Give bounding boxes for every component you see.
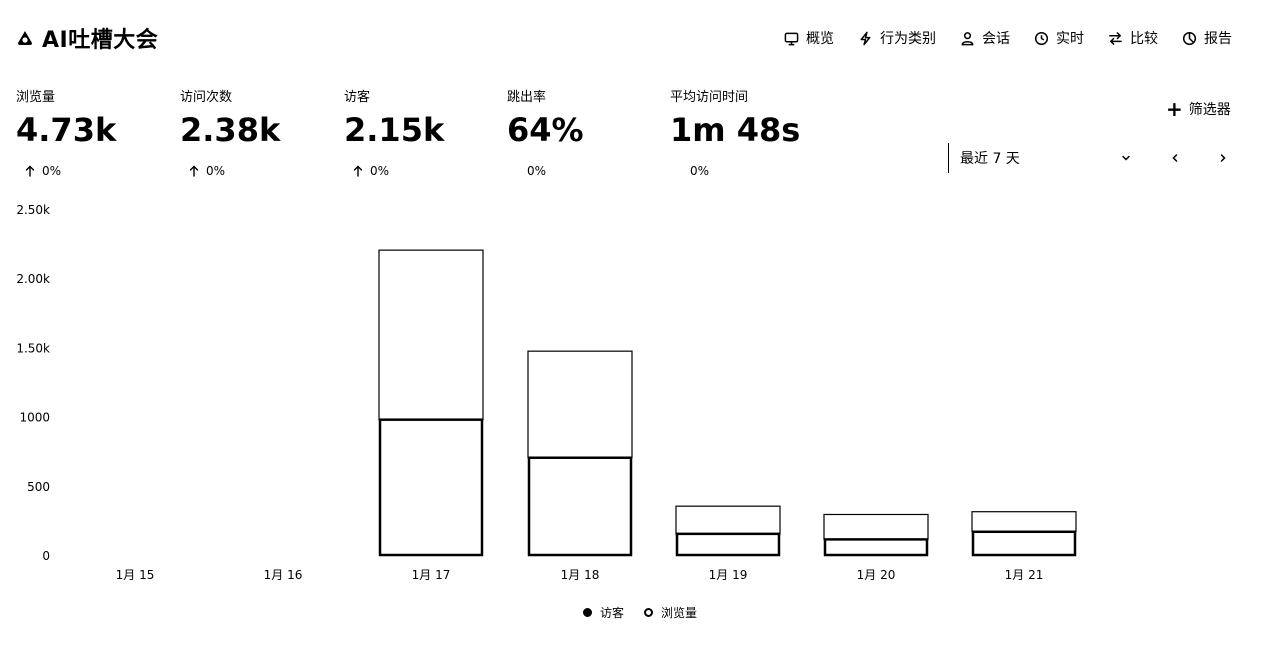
nav-label: 报告 — [1204, 31, 1232, 47]
add-filter-button[interactable]: + 筛选器 — [1166, 99, 1231, 119]
stat-visitors[interactable]: 访客 2.15k 0% — [344, 86, 494, 178]
stat-change: 0% — [507, 164, 657, 178]
nav-item-realtime[interactable]: 实时 — [1034, 28, 1084, 48]
stat-label: 访客 — [344, 90, 371, 105]
bar-pageviews — [527, 350, 633, 459]
arrow-up-icon — [25, 165, 35, 177]
app-title: AI吐槽大会 — [42, 28, 159, 53]
stat-change: 0% — [16, 164, 166, 178]
nav-item-overview[interactable]: 概览 — [784, 28, 834, 48]
stat-pageviews[interactable]: 浏览量 4.73k 0% — [16, 86, 166, 178]
bar-pageviews — [971, 511, 1077, 533]
stat-label: 访问次数 — [180, 90, 233, 105]
legend-label: 访客 — [599, 606, 624, 620]
y-tick-label: 500 — [27, 480, 50, 494]
x-tick-label: 1月 19 — [709, 568, 748, 582]
stat-label: 跳出率 — [507, 90, 547, 105]
arrow-up-icon — [189, 165, 199, 177]
bar-pageviews — [378, 249, 484, 421]
bar-pageviews — [823, 513, 929, 540]
nav-label: 比较 — [1130, 31, 1158, 47]
bar-visitors — [378, 418, 484, 557]
stat-label: 浏览量 — [16, 90, 56, 105]
y-tick-label: 1000 — [19, 411, 50, 425]
brand-logo-icon — [16, 29, 34, 47]
stat-value: 64% — [507, 111, 584, 149]
pie-icon — [1182, 31, 1197, 45]
plus-icon: + — [1166, 97, 1183, 121]
pageviews-visitors-chart: 0 500 1000 1.50k 2.00k 2.50k 1月 15 1月 16 1月 17 1月… — [16, 203, 1077, 582]
swap-icon — [1109, 31, 1122, 45]
x-tick-label: 1月 16 — [264, 568, 303, 582]
stat-change: 0% — [180, 164, 330, 178]
x-tick-label: 1月 18 — [561, 568, 600, 582]
legend-item-visitors[interactable]: 访客 — [582, 604, 624, 621]
stat-change-value: 0% — [206, 164, 226, 178]
stat-bounce-rate[interactable]: 跳出率 64% 0% — [507, 86, 657, 178]
filter-label: 筛选器 — [1188, 102, 1231, 118]
stat-value: 1m 48s — [670, 111, 801, 149]
chevron-left-icon — [1172, 154, 1178, 162]
arrow-up-icon — [353, 165, 363, 177]
brand[interactable]: AI吐槽大会 — [16, 22, 158, 54]
legend-swatch — [582, 608, 592, 617]
nav-label: 概览 — [806, 31, 834, 47]
chart-legend: 访客 浏览量 — [0, 604, 1280, 621]
top-nav: 概览 行为类别 会话 实时 比较 — [760, 28, 1232, 48]
nav-label: 会话 — [982, 31, 1010, 47]
legend-label: 浏览量 — [661, 606, 698, 620]
stat-change-value: 0% — [42, 164, 62, 178]
y-tick-label: 1.50k — [16, 341, 50, 355]
bar-visitors — [823, 538, 929, 557]
prev-range-button[interactable] — [1160, 143, 1190, 173]
bar-pageviews — [675, 505, 781, 535]
stat-change-value: 0% — [527, 164, 547, 178]
nav-label: 行为类别 — [880, 31, 936, 47]
stat-avg-visit-time[interactable]: 平均访问时间 1m 48s 0% — [670, 86, 870, 178]
stat-value: 2.38k — [180, 111, 281, 149]
date-range-select[interactable]: 最近 7 天 — [960, 143, 1132, 173]
lightning-icon — [860, 31, 871, 45]
date-range-bar: 最近 7 天 — [948, 143, 1238, 173]
chevron-right-icon — [1220, 154, 1226, 162]
nav-item-reports[interactable]: 报告 — [1182, 28, 1232, 48]
divider — [948, 143, 949, 173]
stat-value: 2.15k — [344, 111, 445, 149]
x-tick-label: 1月 15 — [116, 568, 155, 582]
next-range-button[interactable] — [1208, 143, 1238, 173]
stat-visits[interactable]: 访问次数 2.38k 0% — [180, 86, 330, 178]
legend-swatch — [644, 608, 653, 617]
clock-icon — [1034, 31, 1049, 45]
y-tick-label: 0 — [42, 549, 50, 563]
bar-visitors — [675, 532, 781, 557]
y-tick-label: 2.00k — [16, 272, 50, 286]
stat-change: 0% — [344, 164, 494, 178]
user-icon — [961, 31, 974, 45]
monitor-icon — [784, 32, 799, 45]
nav-item-sessions[interactable]: 会话 — [960, 28, 1010, 48]
stat-change-value: 0% — [370, 164, 390, 178]
x-tick-label: 1月 20 — [857, 568, 896, 582]
header: AI吐槽大会 概览 行为类别 会话 — [0, 0, 1280, 72]
bar-visitors — [971, 530, 1077, 557]
bar-visitors — [527, 456, 633, 557]
nav-item-compare[interactable]: 比较 — [1108, 28, 1158, 48]
stat-value: 4.73k — [16, 111, 117, 149]
date-range-label: 最近 7 天 — [960, 151, 1020, 167]
x-tick-label: 1月 21 — [1005, 568, 1044, 582]
stat-label: 平均访问时间 — [670, 90, 749, 105]
y-tick-label: 2.50k — [16, 203, 50, 217]
stat-change: 0% — [670, 164, 870, 178]
legend-item-pageviews[interactable]: 浏览量 — [644, 604, 697, 621]
stat-change-value: 0% — [690, 164, 710, 178]
nav-item-events[interactable]: 行为类别 — [858, 28, 936, 48]
chevron-down-icon — [1122, 155, 1130, 161]
nav-label: 实时 — [1056, 31, 1084, 47]
x-tick-label: 1月 17 — [412, 568, 451, 582]
